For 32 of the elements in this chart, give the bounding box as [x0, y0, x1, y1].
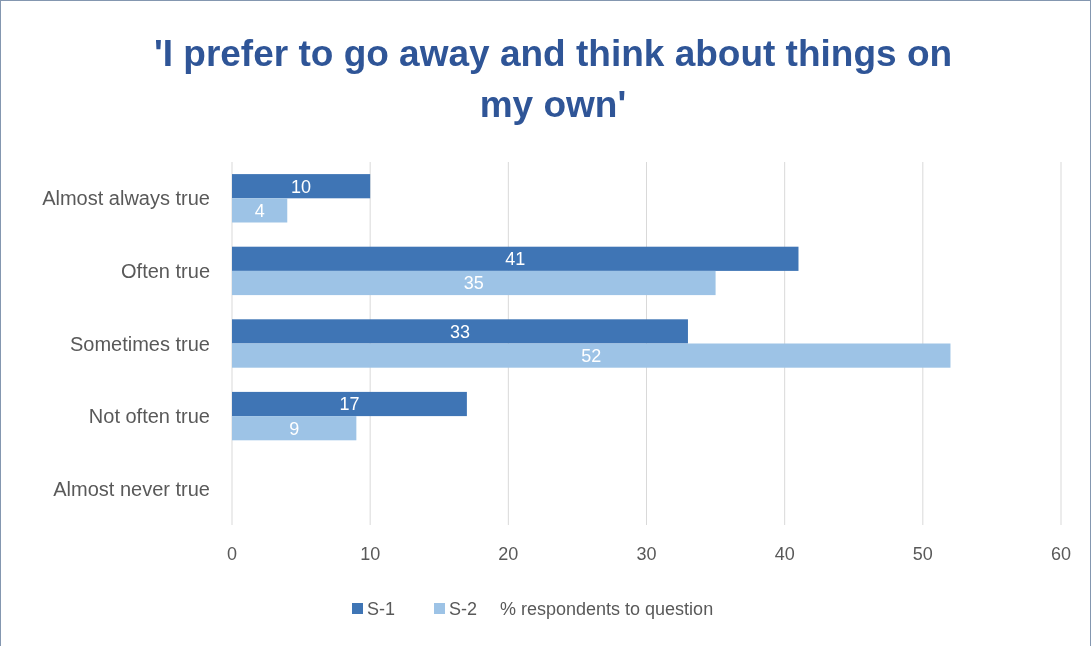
- data-label: 52: [581, 345, 602, 366]
- data-label: 9: [289, 418, 300, 439]
- legend-label: S-1: [367, 599, 396, 620]
- bar: [232, 319, 688, 344]
- x-tick-label: 50: [912, 544, 933, 564]
- text: % respondents to question: [500, 599, 714, 620]
- data-label: 4: [254, 200, 265, 221]
- x-tick-label: 30: [636, 544, 657, 564]
- bar: [232, 343, 951, 368]
- chart-title: 'I prefer to go away and think about things on my own': [153, 33, 953, 125]
- bar: [232, 391, 467, 417]
- data-label: 41: [505, 249, 526, 270]
- y-tick-label: Not often true: [88, 405, 210, 428]
- x-tick-label: 20: [498, 544, 519, 564]
- legend-label: S-2: [449, 599, 478, 620]
- y-tick-label: Almost never true: [53, 477, 210, 500]
- bar: [232, 246, 799, 271]
- y-tick-label: Often true: [121, 259, 210, 282]
- data-label: 35: [463, 273, 484, 294]
- bar: [232, 198, 288, 223]
- x-tick-label: 60: [1050, 544, 1072, 564]
- bar: [232, 174, 371, 199]
- y-tick-label: Sometimes true: [69, 332, 210, 355]
- data-label: 33: [449, 321, 470, 342]
- data-label: 10: [291, 176, 312, 197]
- bar: [232, 416, 357, 441]
- data-label: 17: [339, 394, 360, 415]
- x-tick-label: 0: [226, 544, 238, 564]
- x-tick-label: 10: [360, 544, 381, 564]
- bar: [232, 270, 716, 296]
- x-tick-label: 40: [774, 544, 795, 564]
- y-tick-label: Almost always true: [42, 187, 210, 210]
